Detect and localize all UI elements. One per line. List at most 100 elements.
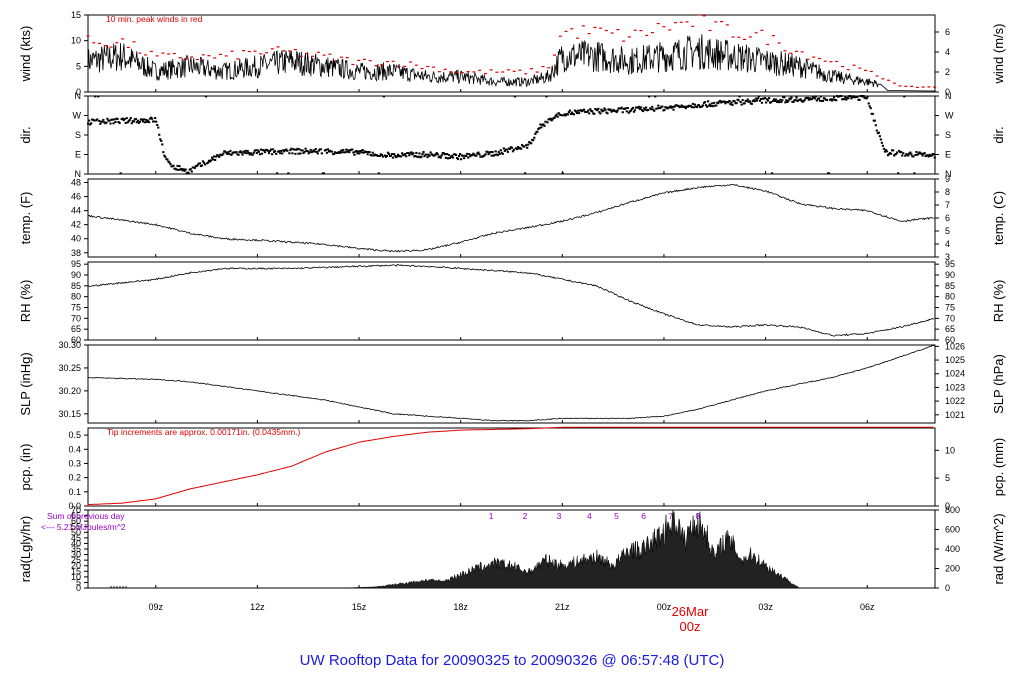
dir-point: [435, 152, 438, 155]
dir-point: [729, 103, 732, 106]
dir-point: [319, 148, 322, 151]
ylabel-right-dir: dir.: [991, 126, 1006, 143]
dir-point: [123, 118, 126, 121]
series-peak-marker: [927, 86, 931, 88]
dir-point: [554, 114, 557, 117]
date-marker-hour: 00z: [679, 619, 701, 634]
dir-point: [275, 152, 278, 155]
dir-point: [415, 151, 418, 154]
dir-point: [266, 149, 270, 152]
dir-point: [289, 149, 292, 152]
dir-point: [270, 153, 274, 156]
dir-point: [589, 108, 592, 111]
dir-point: [141, 120, 145, 123]
dir-point: [372, 154, 375, 157]
dir-point: [271, 148, 275, 151]
dir-point: [386, 151, 390, 154]
dir-point: [599, 112, 602, 115]
series-peak-marker: [702, 15, 706, 17]
dir-point: [663, 108, 666, 111]
dir-point: [569, 113, 572, 116]
dir-point: [473, 153, 476, 156]
ytick-label-left-pcp: 0.0: [68, 501, 81, 511]
series-peak-marker: [334, 60, 338, 62]
ytick-label-left-rad: 25: [71, 555, 81, 565]
dir-point: [239, 150, 242, 153]
dir-point: [783, 96, 786, 99]
series-peak-marker: [397, 65, 401, 68]
ytick-label-right-rh: 65: [945, 324, 955, 334]
dir-point: [511, 150, 515, 153]
ytick-label-right-rh: 80: [945, 292, 955, 302]
dir-point: [867, 102, 870, 105]
series-peak-marker: [800, 51, 804, 53]
dir-point: [600, 108, 603, 111]
dir-point: [750, 102, 753, 105]
dir-point: [285, 148, 288, 151]
ytick-label-left-rad: 55: [71, 522, 81, 532]
series-peak-marker: [535, 71, 539, 73]
dir-point: [163, 154, 166, 157]
series-peak-marker: [86, 35, 90, 37]
dir-point: [443, 153, 446, 156]
ytick-label-left-pcp: 0.3: [68, 458, 81, 468]
dir-point: [856, 95, 859, 98]
dir-point: [827, 172, 831, 175]
dir-point: [491, 150, 494, 153]
series-peak-marker: [789, 52, 793, 54]
dir-point: [902, 152, 905, 155]
series-peak-marker: [887, 79, 891, 81]
dir-point: [243, 151, 246, 154]
dir-point: [87, 122, 90, 125]
series-peak-marker: [656, 22, 660, 25]
dir-point: [225, 151, 228, 154]
dir-point: [612, 108, 615, 111]
dir-point: [563, 113, 566, 116]
dir-point: [784, 101, 787, 104]
series-peak-marker: [898, 85, 902, 87]
dir-point: [544, 120, 547, 123]
dir-point: [866, 95, 869, 98]
ytick-label-left-rh: 65: [71, 324, 81, 334]
dir-point: [159, 138, 162, 141]
series-peak-marker: [391, 60, 395, 62]
series-peak-marker: [553, 54, 557, 56]
dir-point: [155, 120, 158, 123]
series-peak-marker: [478, 69, 482, 71]
dir-point: [445, 153, 448, 156]
dir-point: [923, 152, 926, 155]
dir-point: [534, 132, 537, 135]
dir-point: [340, 149, 343, 152]
dir-point: [154, 117, 157, 120]
dir-point: [705, 105, 709, 108]
dir-point: [631, 106, 634, 109]
dir-point: [124, 121, 127, 124]
series-peak-marker: [512, 70, 516, 72]
dir-point: [400, 155, 403, 158]
chart-title: UW Rooftop Data for 20090325 to 20090326…: [299, 652, 725, 669]
dir-point: [114, 121, 117, 124]
dir-point: [648, 95, 651, 98]
series-peak-marker: [691, 25, 695, 27]
ytick-label-right-dir: E: [945, 150, 951, 160]
dir-point: [813, 97, 816, 100]
series-peak-marker: [599, 27, 603, 29]
dir-point: [832, 98, 835, 101]
ytick-label-left-rad: 60: [71, 516, 81, 526]
ytick-label-left-rh: 60: [71, 335, 81, 345]
series-peak-marker: [472, 71, 476, 73]
dir-point: [102, 118, 105, 121]
dir-point: [366, 153, 369, 156]
dir-point: [508, 148, 512, 151]
dir-point: [444, 156, 447, 159]
series-peak-marker: [737, 36, 741, 38]
dir-point: [202, 161, 206, 164]
series-peak-marker: [558, 35, 562, 37]
dir-point: [330, 150, 334, 153]
dir-point: [129, 117, 132, 120]
dir-point: [279, 152, 282, 155]
series-peak-marker: [673, 22, 677, 24]
dir-point: [245, 152, 248, 155]
dir-point: [105, 121, 108, 124]
dir-point: [657, 104, 660, 107]
